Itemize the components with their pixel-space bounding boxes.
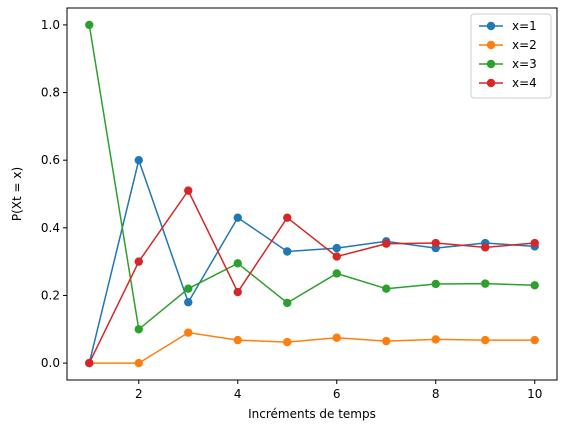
plot-area bbox=[85, 20, 539, 368]
x-tick-label: 2 bbox=[135, 387, 143, 401]
legend-label: x=1 bbox=[512, 19, 537, 33]
data-point bbox=[184, 186, 193, 195]
data-point bbox=[233, 259, 242, 268]
data-point bbox=[332, 333, 341, 342]
y-tick-label: 0.8 bbox=[41, 86, 60, 100]
legend-label: x=2 bbox=[512, 38, 537, 52]
series-line bbox=[88, 24, 535, 331]
data-point bbox=[134, 325, 143, 334]
data-point bbox=[85, 20, 94, 30]
legend-item: x=4 bbox=[479, 76, 537, 90]
legend: x=1 x=2 x=3 x=4 bbox=[470, 13, 552, 99]
data-point bbox=[233, 287, 242, 297]
y-tick-label: 0.0 bbox=[41, 356, 60, 370]
legend-label: x=4 bbox=[512, 76, 537, 90]
data-point bbox=[134, 257, 143, 266]
y-tick-label: 0.4 bbox=[41, 221, 60, 235]
legend-marker bbox=[486, 78, 496, 88]
data-point bbox=[233, 213, 242, 222]
data-point bbox=[431, 335, 440, 344]
data-point bbox=[134, 155, 143, 165]
legend-item: x=2 bbox=[479, 38, 537, 52]
data-point bbox=[530, 281, 539, 290]
data-point bbox=[283, 213, 292, 222]
series-line bbox=[89, 331, 535, 364]
data-point bbox=[283, 247, 292, 256]
series-line bbox=[88, 157, 535, 364]
legend-marker bbox=[486, 21, 496, 31]
series-x=1 bbox=[85, 155, 539, 368]
data-point bbox=[481, 279, 490, 288]
data-point bbox=[382, 284, 391, 293]
data-point bbox=[184, 284, 193, 293]
data-point bbox=[481, 335, 490, 345]
legend-label: x=3 bbox=[512, 57, 537, 71]
data-point bbox=[332, 243, 341, 253]
data-point bbox=[283, 298, 292, 308]
series-x=4 bbox=[85, 186, 539, 368]
legend-box bbox=[470, 13, 552, 99]
data-point bbox=[283, 337, 292, 347]
data-point bbox=[481, 243, 490, 252]
y-axis-label: P(Xt = x) bbox=[10, 167, 24, 221]
legend-marker bbox=[486, 59, 496, 69]
legend-item: x=1 bbox=[479, 19, 537, 33]
series-x=3 bbox=[85, 20, 539, 334]
data-point bbox=[382, 239, 391, 248]
x-tick-label: 10 bbox=[527, 387, 542, 401]
series-x=2 bbox=[85, 328, 539, 368]
data-point bbox=[184, 328, 193, 337]
legend-item: x=3 bbox=[479, 57, 537, 71]
legend-marker bbox=[486, 40, 496, 50]
data-point bbox=[134, 358, 143, 368]
y-axis-ticks: 0.0 0.2 0.4 0.6 0.8 1.0 bbox=[41, 18, 67, 370]
data-point bbox=[431, 238, 440, 248]
axes-frame bbox=[66, 7, 558, 381]
x-axis-ticks: 2 4 6 8 10 bbox=[135, 380, 542, 401]
data-point bbox=[233, 335, 242, 345]
x-axis-label: Incréments de temps bbox=[248, 407, 376, 421]
series-line bbox=[88, 189, 535, 364]
data-point bbox=[332, 252, 341, 261]
data-point bbox=[382, 336, 391, 346]
x-tick-label: 8 bbox=[432, 387, 440, 401]
x-tick-label: 6 bbox=[333, 387, 341, 401]
data-point bbox=[332, 269, 341, 278]
data-point bbox=[530, 335, 539, 345]
y-tick-label: 0.2 bbox=[41, 288, 60, 302]
data-point bbox=[431, 279, 440, 289]
data-point bbox=[85, 358, 94, 368]
y-tick-label: 1.0 bbox=[41, 18, 60, 32]
data-point bbox=[530, 238, 539, 248]
data-point bbox=[184, 298, 193, 307]
x-tick-label: 4 bbox=[234, 387, 242, 401]
y-tick-label: 0.6 bbox=[41, 153, 60, 167]
